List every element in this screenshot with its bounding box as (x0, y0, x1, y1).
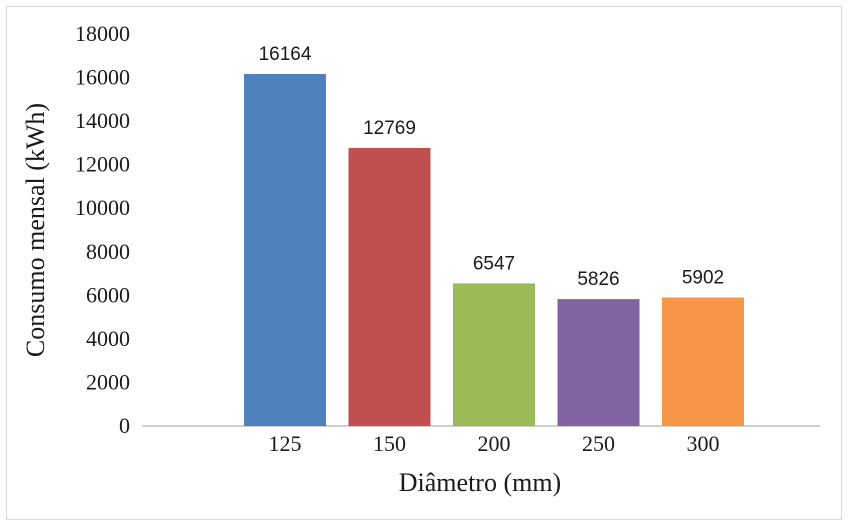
y-axis-title: Consumo mensal (kWh) (21, 103, 50, 357)
x-tick-label-200: 200 (478, 431, 511, 456)
data-label-150: 12769 (363, 118, 416, 139)
x-tick-label-125: 125 (269, 431, 302, 456)
x-tick-label-250: 250 (582, 431, 615, 456)
y-tick-label: 16000 (75, 65, 130, 90)
y-tick-label: 0 (119, 413, 130, 438)
x-tick-label-300: 300 (687, 431, 720, 456)
y-axis-ticks: 0 2000 4000 6000 8000 10000 12000 14000 16000 180… (75, 21, 130, 438)
y-tick-label: 8000 (86, 239, 130, 264)
bar-150 (348, 147, 431, 426)
data-label-250: 5826 (577, 269, 619, 290)
x-axis-ticks: 125 150 200 250 300 (269, 431, 720, 456)
bar-300 (662, 297, 744, 426)
y-tick-label: 4000 (86, 326, 130, 351)
data-labels: 16164 12769 6547 5826 5902 (259, 44, 725, 290)
y-tick-label: 6000 (86, 282, 130, 307)
y-tick-label: 12000 (75, 152, 130, 177)
data-label-200: 6547 (473, 253, 515, 274)
y-tick-label: 2000 (86, 369, 130, 394)
bar-125 (244, 73, 326, 426)
data-label-125: 16164 (259, 44, 312, 65)
x-tick-label-150: 150 (373, 431, 406, 456)
data-label-300: 5902 (682, 267, 724, 288)
bar-250 (557, 299, 640, 426)
y-tick-label: 18000 (75, 21, 130, 46)
bar-200 (453, 283, 535, 426)
y-tick-label: 10000 (75, 195, 130, 220)
bars (244, 73, 744, 426)
y-tick-label: 14000 (75, 108, 130, 133)
x-axis-title: Diâmetro (mm) (399, 468, 561, 497)
